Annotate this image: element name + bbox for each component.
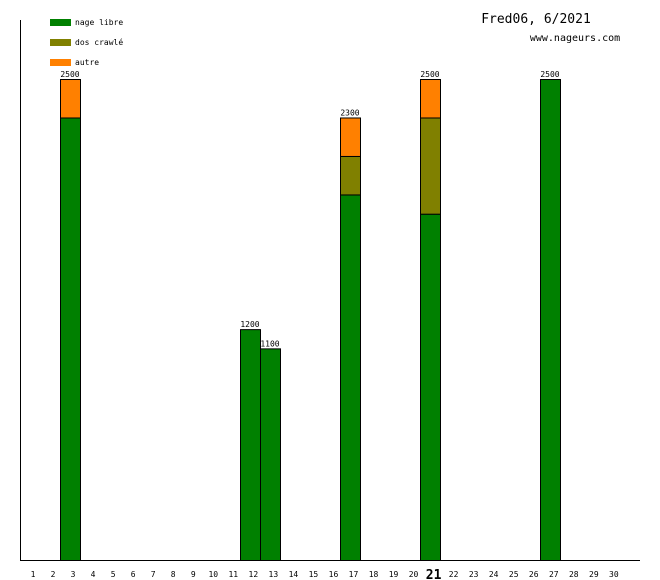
bar-day-17-dos-crawlé — [340, 155, 361, 196]
bar-day-3-nage-libre — [60, 117, 81, 561]
legend-label-1: dos crawlé — [75, 37, 123, 47]
x-tick-1: 1 — [31, 570, 36, 579]
bar-day-13-nage-libre — [260, 348, 281, 561]
legend-swatch-2 — [50, 59, 71, 66]
x-tick-7: 7 — [151, 570, 156, 579]
x-tick-27: 27 — [549, 570, 559, 579]
x-tick-14: 14 — [289, 570, 299, 579]
x-tick-8: 8 — [171, 570, 176, 579]
x-tick-labels: 1 2 3 4 5 6 7 8 9 10 11 12 13 14 15 16 17 18 19 20 21 22 23 24 2… — [31, 568, 619, 580]
chart-title: Fred06, 6/2021 — [481, 12, 591, 27]
x-tick-4: 4 — [91, 570, 96, 579]
total-label-day-17: 2300 — [340, 108, 359, 117]
x-tick-28: 28 — [569, 570, 579, 579]
x-tick-2: 2 — [51, 570, 56, 579]
bar-day-17-nage-libre — [340, 194, 361, 561]
x-tick-26: 26 — [529, 570, 539, 579]
x-tick-18: 18 — [369, 570, 379, 579]
x-tick-9: 9 — [191, 570, 196, 579]
x-tick-13: 13 — [269, 570, 279, 579]
total-label-day-21: 2500 — [420, 70, 439, 79]
x-tick-22: 22 — [449, 570, 459, 579]
x-tick-12: 12 — [249, 570, 259, 579]
bar-day-3-autre — [60, 79, 81, 119]
x-tick-21: 21 — [426, 568, 442, 580]
chart-subtitle: www.nageurs.com — [530, 33, 620, 44]
total-label-day-13: 1100 — [260, 339, 279, 348]
bar-day-21-nage-libre — [420, 213, 441, 561]
legend-label-2: autre — [75, 58, 99, 67]
x-tick-20: 20 — [409, 570, 419, 579]
legend-swatch-1 — [50, 39, 71, 46]
legend-swatch-0 — [50, 19, 71, 26]
x-tick-3: 3 — [71, 570, 76, 579]
x-tick-23: 23 — [469, 570, 479, 579]
x-tick-11: 11 — [228, 570, 238, 579]
x-tick-16: 16 — [329, 570, 339, 579]
legend-label-0: nage libre — [75, 18, 123, 27]
bar-day-17-autre — [340, 117, 361, 157]
bar-day-21-dos-crawlé — [420, 117, 441, 215]
x-tick-17: 17 — [349, 570, 359, 579]
bar-day-21-autre — [420, 79, 441, 119]
x-tick-15: 15 — [309, 570, 319, 579]
x-tick-24: 24 — [489, 570, 499, 579]
total-label-day-12: 1200 — [240, 320, 259, 329]
x-tick-30: 30 — [609, 570, 619, 579]
bars: 2500 1200 1100 2300 2500 2500 — [60, 70, 561, 561]
total-label-day-27: 2500 — [540, 70, 559, 79]
x-tick-25: 25 — [509, 570, 519, 579]
bar-day-12-nage-libre — [240, 329, 261, 561]
x-tick-10: 10 — [208, 570, 218, 579]
x-tick-29: 29 — [589, 570, 599, 579]
x-tick-19: 19 — [389, 570, 399, 579]
bar-day-27-nage-libre — [540, 79, 561, 561]
x-tick-5: 5 — [111, 570, 116, 579]
legend: nage libre dos crawlé autre — [50, 18, 123, 67]
x-tick-6: 6 — [131, 570, 136, 579]
total-label-day-3: 2500 — [60, 70, 79, 79]
